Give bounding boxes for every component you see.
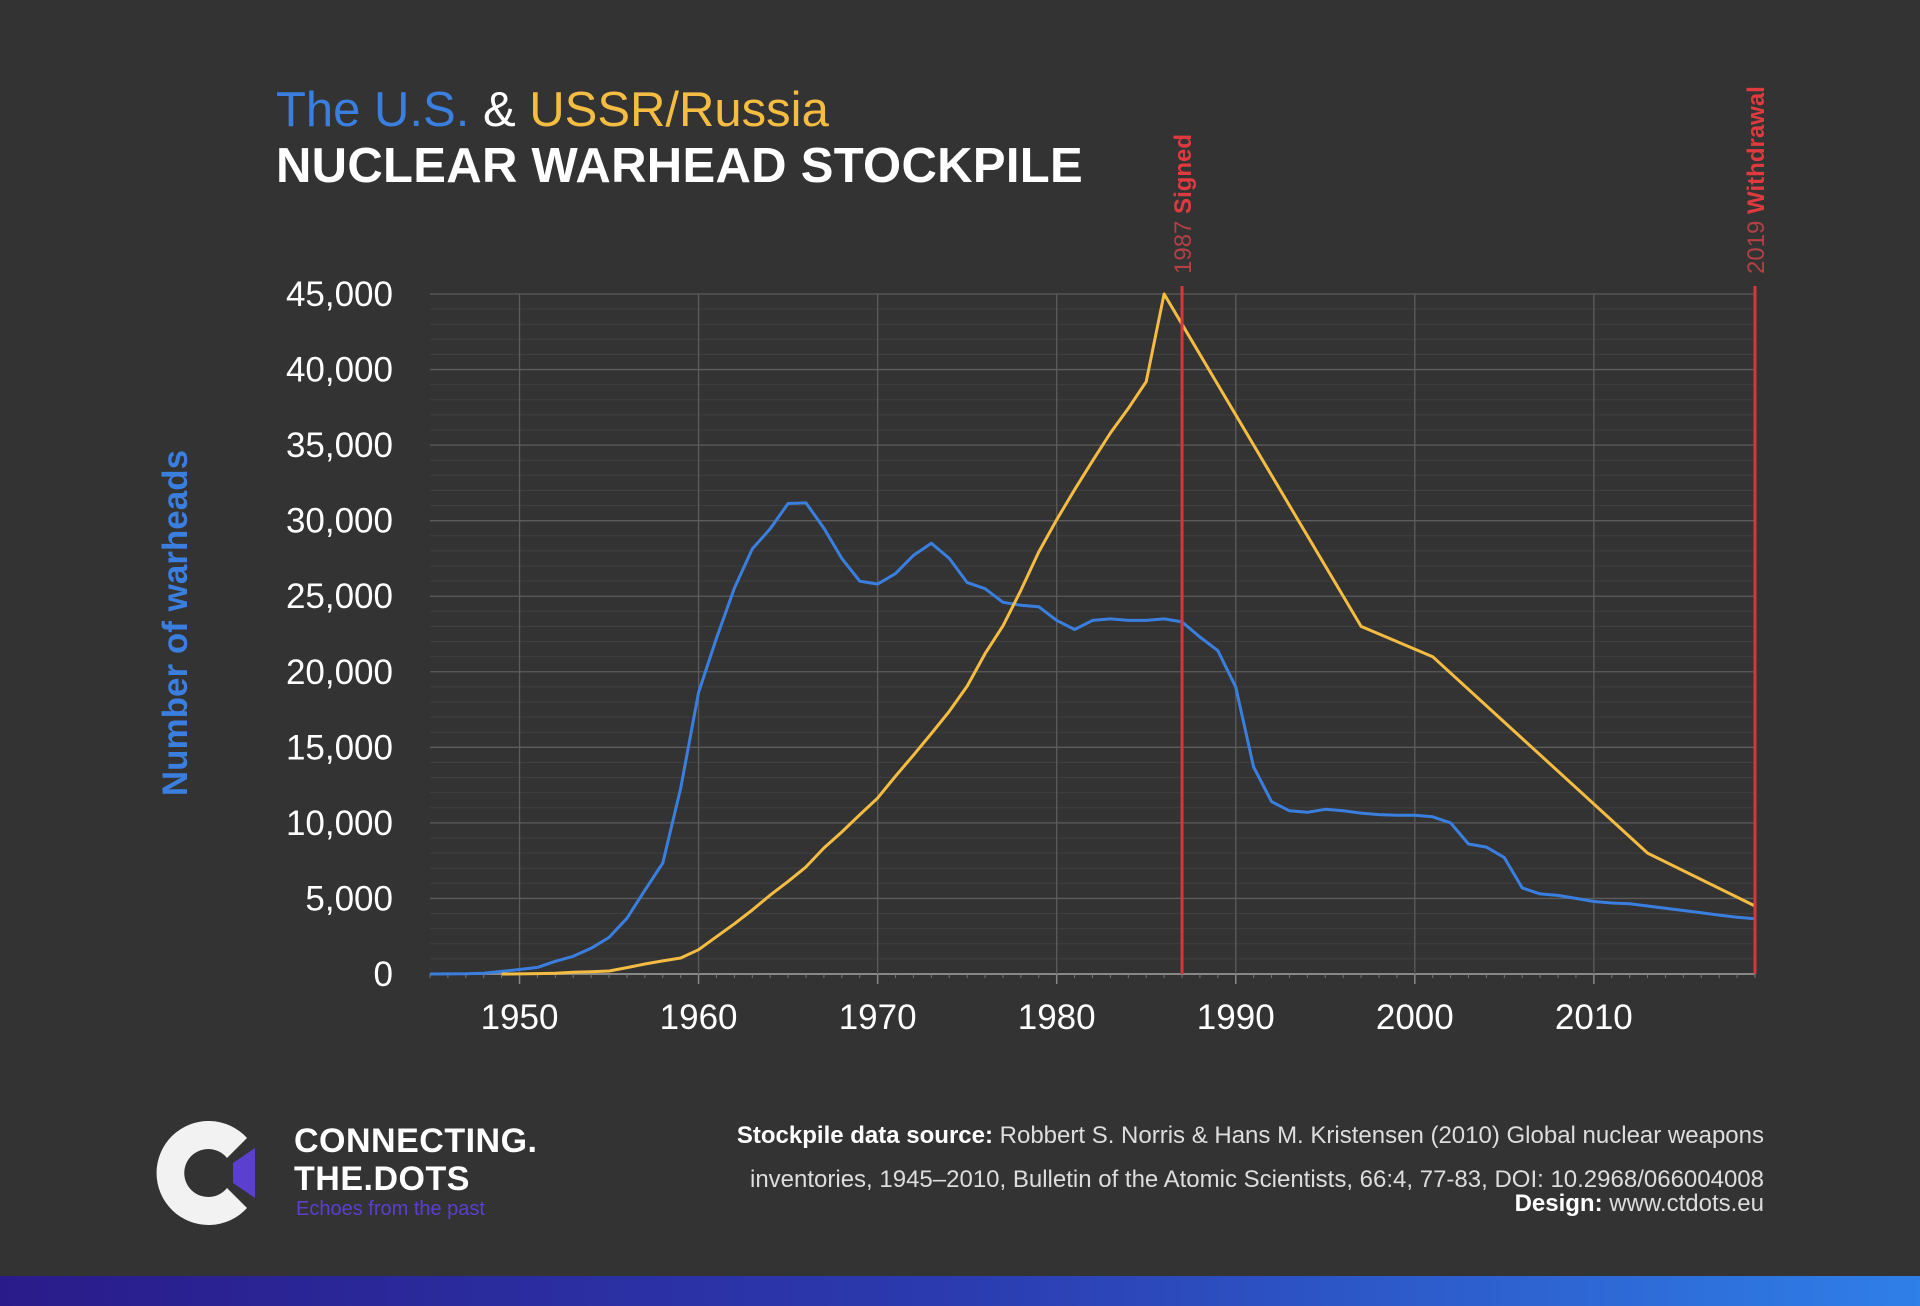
y-tick-label: 10,000 — [286, 804, 393, 843]
ussr-title-label: USSR/Russia — [529, 83, 829, 137]
x-tick-label: 1950 — [481, 998, 559, 1037]
data-source-note: Stockpile data source: Robbert S. Norris… — [664, 1114, 1764, 1202]
x-tick-label: 1990 — [1197, 998, 1275, 1037]
y-tick-label: 0 — [374, 955, 393, 994]
event-label: 1987 Signed — [1170, 134, 1197, 274]
series-line — [429, 501, 1756, 976]
y-tick-label: 5,000 — [305, 879, 393, 918]
x-tick-label: 2010 — [1555, 998, 1633, 1037]
connecting-dots-logo-icon — [156, 1121, 255, 1225]
source-heading: Stockpile data source: — [736, 1122, 993, 1149]
bottom-gradient-bar — [0, 1276, 1920, 1306]
x-tick-label: 1980 — [1018, 998, 1096, 1037]
chart-title-line1: The U.S. & USSR/Russia — [276, 82, 829, 138]
y-tick-label: 35,000 — [286, 426, 393, 465]
brand-tagline: Echoes from the past — [296, 1198, 485, 1220]
brand-line2: THE.DOTS — [294, 1160, 470, 1198]
line-chart: 0 5,000 10,000 15,000 20,000 25,000 30,000 35,0… — [286, 86, 1770, 1037]
us-title-label: The U.S. — [276, 83, 470, 137]
event-label: 2019 Withdrawal — [1743, 86, 1770, 274]
event-year-label: 1987 — [1170, 214, 1197, 274]
event-year-label: 2019 — [1743, 214, 1770, 274]
design-heading: Design: — [1514, 1190, 1603, 1217]
event-label-group: 1987 Signed — [1170, 134, 1197, 274]
y-tick-label: 20,000 — [286, 653, 393, 692]
x-tick-label: 1970 — [839, 998, 917, 1037]
series-line — [501, 292, 1756, 976]
y-axis-label: Number of warheads — [156, 449, 195, 797]
y-tick-label: 40,000 — [286, 351, 393, 390]
design-link[interactable]: www.ctdots.eu — [1602, 1190, 1764, 1217]
chart-subtitle: NUCLEAR WARHEAD STOCKPILE — [276, 139, 1083, 193]
ampersand: & — [482, 83, 516, 137]
event-label-group: 2019 Withdrawal — [1743, 86, 1770, 274]
brand-line1: CONNECTING. — [294, 1122, 538, 1160]
event-name-label: Withdrawal — [1743, 86, 1770, 214]
x-tick-label: 1960 — [660, 998, 738, 1037]
y-tick-label: 45,000 — [286, 275, 393, 314]
source-text: Robbert S. Norris & Hans M. Kristensen (… — [749, 1122, 1764, 1193]
y-tick-label: 25,000 — [286, 577, 393, 616]
x-tick-label: 2000 — [1376, 998, 1454, 1037]
design-credit: Design: www.ctdots.eu — [1515, 1190, 1764, 1218]
y-tick-label: 30,000 — [286, 502, 393, 541]
event-name-label: Signed — [1170, 134, 1197, 214]
y-tick-label: 15,000 — [286, 728, 393, 767]
